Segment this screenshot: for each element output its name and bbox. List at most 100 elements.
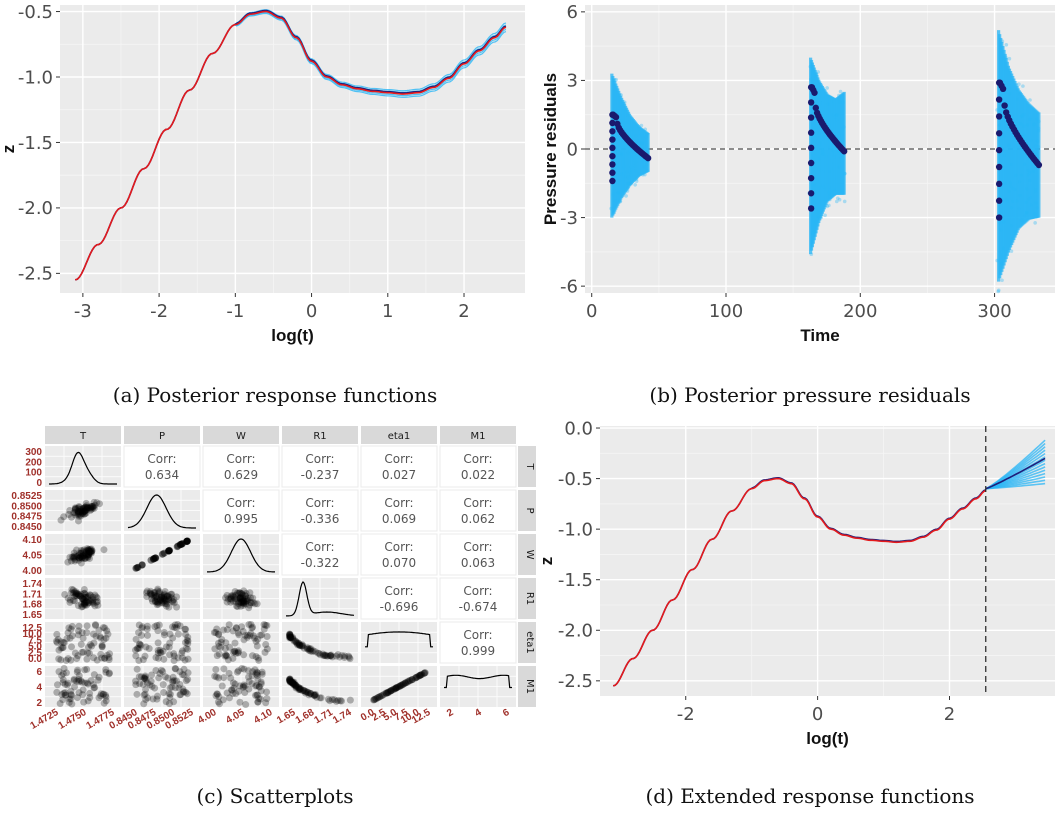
scatter-point bbox=[392, 684, 400, 692]
scatter-point bbox=[97, 690, 105, 698]
scatter-point bbox=[154, 627, 162, 635]
matrix-cell: Corr: 0.995 bbox=[202, 489, 280, 532]
scatter-point bbox=[58, 671, 66, 679]
scatter-point bbox=[183, 537, 191, 545]
x-tick-label: 200 bbox=[843, 301, 877, 322]
y-tick-label: 4 bbox=[36, 683, 42, 694]
scatter-point bbox=[247, 594, 255, 602]
scatter-point bbox=[83, 655, 91, 663]
scatter-point bbox=[334, 651, 342, 659]
scatter-point bbox=[146, 681, 154, 689]
scatter-point bbox=[228, 686, 236, 694]
corr-cell-bg bbox=[360, 489, 438, 532]
scatter-point bbox=[324, 695, 332, 703]
y-axis-label: Pressure residuals bbox=[541, 73, 560, 225]
mean-point bbox=[995, 180, 1003, 188]
scatter-point bbox=[234, 667, 242, 675]
scatter-point bbox=[81, 555, 89, 563]
scatter-point bbox=[404, 677, 412, 685]
scatter-point bbox=[370, 696, 378, 704]
scatter-point bbox=[74, 602, 82, 610]
scatter-point bbox=[287, 634, 295, 642]
scatter-point bbox=[165, 547, 173, 555]
scatter-point bbox=[59, 696, 67, 704]
scatter-point bbox=[158, 597, 166, 605]
scatter-point bbox=[239, 597, 247, 605]
scatter-point bbox=[286, 675, 294, 683]
scatter-point bbox=[75, 554, 83, 562]
scatter-point bbox=[239, 627, 247, 635]
scatter-point bbox=[58, 644, 66, 652]
scatter-point bbox=[183, 538, 191, 546]
strip-label: eta1 bbox=[388, 431, 411, 442]
scatter-point bbox=[134, 563, 142, 571]
residual-point bbox=[842, 199, 847, 204]
scatter-point bbox=[65, 510, 73, 518]
x-tick-label: -3 bbox=[74, 301, 92, 322]
scatter-point bbox=[79, 595, 87, 603]
scatter-point bbox=[221, 645, 229, 653]
scatter-point bbox=[327, 651, 335, 659]
residual-point bbox=[995, 258, 999, 263]
scatter-point bbox=[83, 503, 91, 511]
scatter-point bbox=[240, 599, 248, 607]
scatter-point bbox=[237, 598, 245, 606]
mean-point bbox=[807, 205, 815, 212]
scatter-point bbox=[336, 653, 344, 661]
scatter-point bbox=[416, 672, 424, 680]
scatter-point bbox=[132, 677, 140, 685]
scatter-point bbox=[141, 675, 149, 683]
scatter-point bbox=[102, 666, 110, 674]
scatter-point bbox=[399, 680, 407, 688]
chart-a: -3 -2 -1 0 1 2 -2.5 -2.0 -1.5 -1.0 -0.5 log(t) z bbox=[0, 0, 530, 360]
scatter-point bbox=[245, 604, 253, 612]
scatter-point bbox=[304, 645, 312, 653]
scatter-point bbox=[90, 504, 98, 512]
scatter-point bbox=[151, 592, 159, 600]
scatter-point bbox=[85, 649, 93, 657]
scatter-point bbox=[184, 640, 192, 648]
scatter-point bbox=[137, 641, 145, 649]
corr-value: 0.999 bbox=[461, 644, 495, 658]
scatter-point bbox=[71, 588, 79, 596]
scatter-point bbox=[178, 540, 186, 548]
residual-point bbox=[1021, 84, 1025, 88]
scatter-point bbox=[167, 590, 175, 598]
matrix-cell bbox=[124, 490, 200, 531]
corr-label: Corr: bbox=[463, 540, 492, 554]
scatter-point bbox=[227, 598, 235, 606]
scatter-point bbox=[91, 591, 99, 599]
scatter-point bbox=[174, 620, 182, 628]
scatter-point bbox=[81, 507, 89, 515]
scatter-point bbox=[86, 548, 94, 556]
plot-panel bbox=[600, 426, 1055, 696]
plot-panel bbox=[60, 5, 525, 293]
scatter-point bbox=[286, 676, 294, 684]
scatter-point bbox=[233, 595, 241, 603]
scatter-point bbox=[247, 620, 255, 628]
scatter-point bbox=[81, 601, 89, 609]
scatter-point bbox=[227, 674, 235, 682]
scatter-point bbox=[166, 693, 174, 701]
scatter-point bbox=[316, 694, 324, 702]
scatter-point bbox=[78, 554, 86, 562]
scatter-point bbox=[143, 593, 151, 601]
residual-point bbox=[1000, 278, 1004, 283]
scatter-point bbox=[295, 684, 303, 692]
scatter-point bbox=[141, 652, 149, 660]
scatter-point bbox=[165, 547, 173, 555]
scatter-point bbox=[257, 687, 265, 695]
scatter-point bbox=[255, 682, 263, 690]
scatter-point bbox=[59, 644, 67, 652]
scatter-point bbox=[233, 589, 241, 597]
residual-point bbox=[995, 108, 999, 112]
y-tick-label: -1.5 bbox=[18, 133, 53, 154]
scatter-point bbox=[232, 649, 240, 657]
scatter-point bbox=[84, 553, 92, 561]
scatter-point bbox=[229, 627, 237, 635]
strip-top bbox=[45, 426, 121, 444]
scatter-point bbox=[87, 504, 95, 512]
scatter-point bbox=[138, 561, 146, 569]
scatter-point bbox=[136, 680, 144, 688]
scatter-point bbox=[88, 597, 96, 605]
